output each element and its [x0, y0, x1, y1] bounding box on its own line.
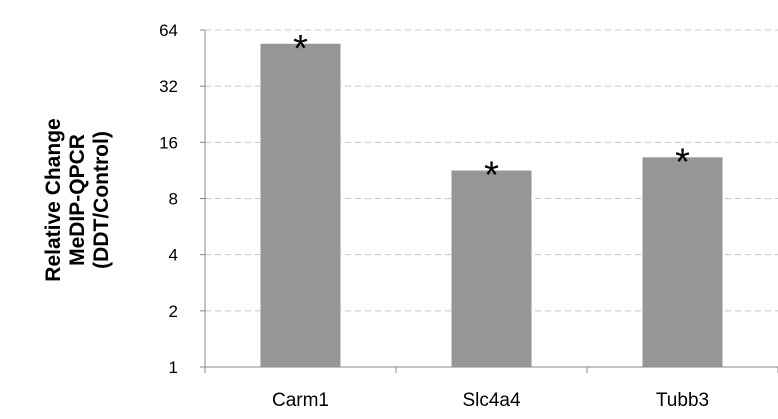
significance-star: *	[675, 141, 690, 183]
y-axis-label-line: Relative Change	[42, 118, 65, 281]
x-tick-label: Slc4a4	[462, 390, 521, 411]
x-tick-label: Tubb3	[656, 390, 709, 411]
y-tick-label: 1	[169, 358, 178, 377]
axes	[200, 29, 778, 373]
significance-star: *	[484, 155, 499, 197]
y-axis-label-line: MeDIP-QPCR	[66, 134, 89, 266]
x-tick-label: Carm1	[272, 390, 329, 411]
y-tick-labels: 1 2 4 8 16 32 64	[159, 21, 178, 377]
y-axis-label: Relative ChangeMeDIP-QPCR(DDT/Control)	[42, 118, 113, 281]
y-axis-label-line: (DDT/Control)	[90, 131, 113, 269]
y-tick-label: 8	[169, 190, 178, 209]
y-tick-label: 32	[159, 77, 178, 96]
y-tick-label: 64	[159, 21, 178, 40]
bars	[260, 43, 723, 367]
x-tick-labels: Carm1 Slc4a4 Tubb3	[272, 390, 709, 411]
y-tick-label: 4	[169, 246, 178, 265]
bar-slc4a4	[451, 170, 532, 367]
significance-star: *	[293, 28, 308, 70]
y-tick-label: 16	[159, 133, 178, 152]
bar-carm1	[260, 43, 341, 367]
y-tick-label: 2	[169, 302, 178, 321]
significance-markers: * * *	[293, 28, 690, 197]
bar-tubb3	[642, 157, 723, 367]
